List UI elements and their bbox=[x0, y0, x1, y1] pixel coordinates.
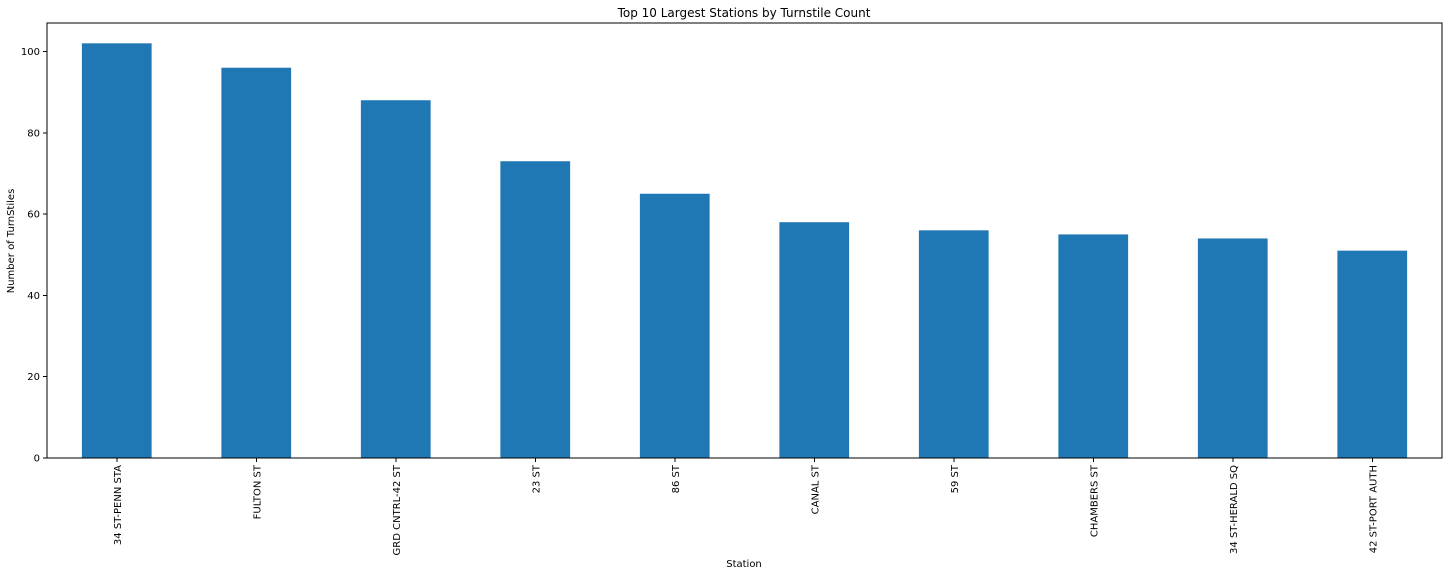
bar bbox=[1197, 238, 1268, 458]
bar bbox=[779, 222, 850, 458]
x-tick-label: 59 ST bbox=[950, 464, 961, 493]
x-tick-label: CHAMBERS ST bbox=[1089, 464, 1100, 537]
bar bbox=[81, 43, 152, 459]
bar bbox=[918, 230, 989, 458]
bar bbox=[1337, 250, 1408, 458]
bar bbox=[500, 161, 571, 458]
bar bbox=[360, 100, 431, 459]
x-tick-label: CANAL ST bbox=[810, 464, 821, 514]
chart-title: Top 10 Largest Stations by Turnstile Cou… bbox=[617, 6, 871, 20]
y-axis-label: Number of TurnStiles bbox=[6, 189, 17, 294]
y-tick-label: 40 bbox=[27, 291, 40, 302]
x-tick-label: 34 ST-HERALD SQ bbox=[1229, 465, 1240, 554]
y-tick-label: 20 bbox=[27, 372, 40, 383]
x-tick-label: GRD CNTRL-42 ST bbox=[392, 464, 403, 555]
x-axis-label: Station bbox=[726, 559, 762, 570]
y-tick-label: 80 bbox=[27, 128, 40, 139]
x-tick-label: 34 ST-PENN STA bbox=[113, 465, 124, 545]
y-tick-label: 0 bbox=[34, 454, 40, 465]
plot-frame bbox=[46, 22, 1443, 459]
x-tick-label: 42 ST-PORT AUTH bbox=[1368, 465, 1379, 553]
x-tick-label: 23 ST bbox=[531, 464, 542, 493]
bars-layer bbox=[81, 43, 1408, 459]
y-axis: 0 20 40 60 80 100 bbox=[21, 47, 47, 465]
x-tick-label: 86 ST bbox=[671, 464, 682, 493]
bar bbox=[1058, 234, 1129, 458]
bar bbox=[221, 67, 292, 458]
x-tick-label: FULTON ST bbox=[252, 464, 263, 519]
y-tick-label: 100 bbox=[21, 47, 40, 58]
x-axis: 34 ST-PENN STA FULTON ST GRD CNTRL-42 ST 23… bbox=[113, 458, 1379, 555]
bar bbox=[639, 193, 710, 458]
y-tick-label: 60 bbox=[27, 210, 40, 221]
